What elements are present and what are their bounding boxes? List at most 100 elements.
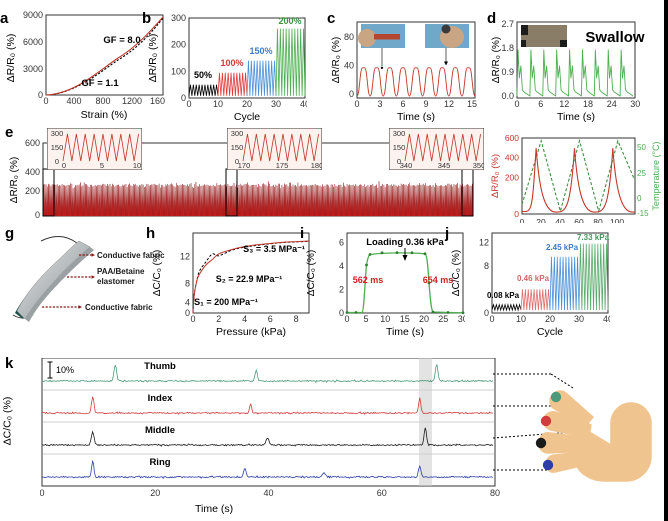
svg-text:350: 350 — [473, 161, 484, 170]
svg-text:ΔR/R₀ (%): ΔR/R₀ (%) — [5, 34, 17, 83]
svg-text:30: 30 — [630, 99, 640, 109]
svg-text:Middle: Middle — [145, 425, 175, 436]
svg-text:0: 0 — [484, 308, 489, 318]
svg-text:25: 25 — [637, 169, 646, 178]
svg-text:180: 180 — [311, 161, 322, 170]
svg-text:7.33 kPa: 7.33 kPa — [577, 233, 610, 242]
svg-text:10: 10 — [133, 161, 141, 170]
svg-text:3: 3 — [377, 99, 382, 109]
svg-text:0: 0 — [40, 488, 45, 498]
svg-text:20: 20 — [419, 314, 429, 324]
svg-text:GF = 1.1: GF = 1.1 — [81, 78, 119, 89]
svg-text:PAA/Betaine: PAA/Betaine — [97, 267, 145, 276]
svg-text:100%: 100% — [220, 58, 243, 68]
svg-text:0: 0 — [354, 99, 359, 109]
svg-text:0: 0 — [190, 314, 195, 324]
svg-text:Ring: Ring — [149, 457, 170, 468]
svg-text:600: 600 — [25, 138, 40, 148]
svg-text:30: 30 — [574, 314, 584, 324]
svg-text:Loading 0.36 kPa: Loading 0.36 kPa — [366, 237, 444, 248]
svg-text:562 ms: 562 ms — [353, 275, 384, 285]
svg-text:Time (s): Time (s) — [557, 111, 595, 123]
svg-text:40: 40 — [555, 217, 565, 223]
svg-text:20: 20 — [242, 99, 252, 109]
svg-text:0: 0 — [489, 314, 494, 324]
svg-text:6: 6 — [268, 314, 273, 324]
svg-text:12: 12 — [479, 237, 489, 247]
svg-text:9000: 9000 — [23, 10, 43, 20]
svg-text:10: 10 — [380, 314, 390, 324]
svg-text:1.8: 1.8 — [501, 43, 514, 53]
svg-text:12: 12 — [444, 99, 454, 109]
svg-text:0: 0 — [637, 194, 642, 203]
svg-text:8: 8 — [484, 261, 489, 271]
svg-text:Time (s): Time (s) — [397, 111, 435, 123]
svg-text:Swallow: Swallow — [585, 29, 645, 46]
svg-text:15: 15 — [467, 99, 477, 109]
svg-text:ΔR/R₀ (%): ΔR/R₀ (%) — [331, 37, 342, 83]
svg-text:50%: 50% — [194, 70, 212, 80]
svg-text:2.7: 2.7 — [501, 19, 514, 29]
svg-text:GF = 8.0: GF = 8.0 — [103, 35, 140, 46]
svg-text:0: 0 — [62, 161, 66, 170]
svg-text:40: 40 — [300, 99, 307, 109]
svg-text:6: 6 — [538, 99, 543, 109]
svg-text:0: 0 — [514, 99, 519, 109]
svg-text:Temperature (°C): Temperature (°C) — [651, 141, 661, 210]
svg-text:6: 6 — [339, 237, 344, 247]
svg-text:20: 20 — [150, 488, 160, 498]
svg-text:0: 0 — [520, 217, 525, 223]
svg-text:300: 300 — [231, 129, 244, 138]
svg-text:400: 400 — [25, 167, 40, 177]
svg-text:ΔR/R₀ (%): ΔR/R₀ (%) — [491, 37, 502, 83]
svg-text:10%: 10% — [56, 365, 74, 375]
svg-text:20: 20 — [545, 314, 555, 324]
svg-text:300: 300 — [171, 13, 186, 23]
svg-text:ΔR/R₀ (%): ΔR/R₀ (%) — [147, 34, 159, 83]
svg-text:4: 4 — [242, 314, 247, 324]
svg-text:40: 40 — [344, 61, 354, 71]
svg-text:150: 150 — [393, 143, 406, 152]
svg-text:40: 40 — [603, 314, 610, 324]
svg-text:Pressure (kPa): Pressure (kPa) — [216, 326, 286, 338]
svg-text:4: 4 — [185, 298, 190, 308]
svg-text:300: 300 — [51, 129, 64, 138]
svg-text:30: 30 — [271, 99, 281, 109]
svg-text:4: 4 — [339, 261, 344, 271]
svg-text:400: 400 — [66, 96, 81, 106]
svg-text:12: 12 — [180, 252, 190, 262]
svg-text:0: 0 — [344, 314, 349, 324]
svg-text:80: 80 — [593, 217, 603, 223]
svg-text:0: 0 — [43, 96, 48, 106]
svg-text:-15: -15 — [637, 209, 649, 218]
svg-text:170: 170 — [238, 161, 251, 170]
svg-text:300: 300 — [393, 129, 406, 138]
svg-text:400: 400 — [505, 153, 519, 163]
svg-text:200%: 200% — [278, 16, 301, 26]
svg-text:0.9: 0.9 — [501, 67, 514, 77]
svg-text:5: 5 — [363, 314, 368, 324]
svg-text:0: 0 — [349, 89, 354, 99]
svg-text:Index: Index — [148, 393, 174, 404]
svg-text:Thumb: Thumb — [144, 361, 176, 372]
svg-text:0: 0 — [55, 157, 59, 166]
svg-text:600: 600 — [505, 133, 519, 143]
svg-text:150: 150 — [231, 143, 244, 152]
svg-text:0: 0 — [186, 99, 191, 109]
svg-text:50: 50 — [637, 143, 646, 152]
svg-text:Strain (%): Strain (%) — [81, 109, 128, 121]
svg-text:12: 12 — [559, 99, 569, 109]
svg-text:80: 80 — [344, 32, 354, 42]
svg-text:2.45 kPa: 2.45 kPa — [546, 243, 579, 252]
svg-text:40: 40 — [263, 488, 273, 498]
svg-text:2: 2 — [216, 314, 221, 324]
svg-text:ΔC/C₀ (%): ΔC/C₀ (%) — [306, 250, 317, 296]
svg-text:ΔR/R₀ (%): ΔR/R₀ (%) — [490, 154, 501, 198]
svg-text:24: 24 — [607, 99, 617, 109]
svg-text:100: 100 — [610, 217, 624, 223]
svg-text:60: 60 — [574, 217, 584, 223]
svg-text:ΔR/R₀ (%): ΔR/R₀ (%) — [9, 157, 20, 203]
svg-text:15: 15 — [400, 314, 410, 324]
svg-text:8: 8 — [185, 278, 190, 288]
svg-text:0: 0 — [35, 210, 40, 218]
